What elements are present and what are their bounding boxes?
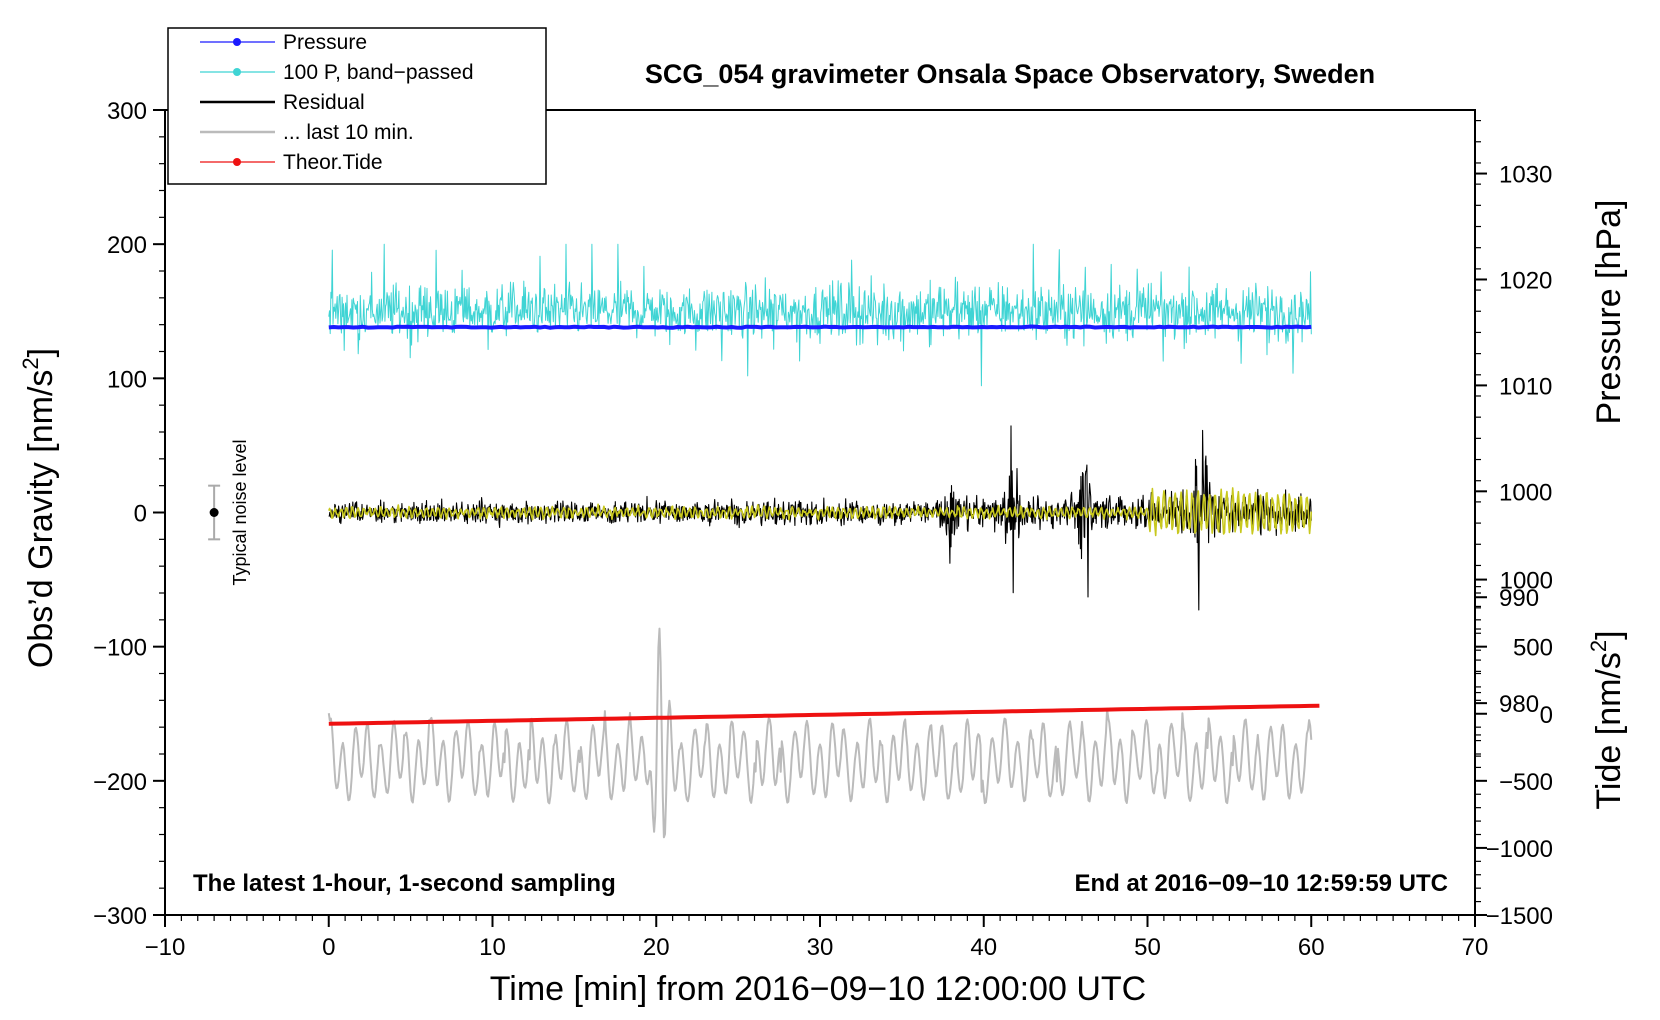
legend-label: 100 P, band−passed: [283, 61, 474, 84]
series-theor-tide: [328, 703, 1320, 726]
x-tick-label: 0: [322, 934, 335, 961]
x-tick-label: 70: [1462, 934, 1489, 961]
y-tick-label: −100: [93, 635, 147, 662]
x-tick-label: 60: [1298, 934, 1325, 961]
legend-label: ... last 10 min.: [283, 121, 414, 144]
pressure-tick-label: 1030: [1499, 162, 1552, 189]
tide-tick-label: 1000: [1500, 568, 1553, 595]
y-tick-label: −300: [93, 903, 147, 930]
x-tick-label: 20: [643, 934, 670, 961]
legend: Pressure 100 P, band−passed Residual ... la…: [167, 27, 547, 185]
y-tick-label: 200: [107, 232, 147, 259]
legend-marker: [233, 158, 241, 166]
plot-frame: [164, 109, 1476, 916]
annotation-right: End at 2016−09−10 12:59:59 UTC: [1074, 870, 1448, 897]
annotation-left: The latest 1-hour, 1-second sampling: [193, 870, 616, 897]
legend-marker: [233, 68, 241, 76]
y-tick-label: 0: [134, 501, 147, 528]
legend-marker: [233, 38, 241, 46]
pressure-tick-label: 1010: [1499, 373, 1552, 400]
noise-label: Typical noise level: [230, 439, 250, 585]
noise-level-marker: Typical noise level: [208, 439, 250, 586]
x-tick-label: −10: [145, 934, 186, 961]
tide-tick-label: 500: [1513, 635, 1553, 662]
series-band-passed-pressure: [328, 243, 1312, 387]
y-axis-label-pressure: Pressure [hPa]: [1590, 200, 1628, 425]
tick-marks: −10 0 10 20 30 40 50 60 703002001000−100−200−300…: [93, 98, 1553, 961]
pressure-tick-label: 1000: [1499, 479, 1552, 506]
y-axis-label-tide: Tide [nm/s2]: [1586, 630, 1628, 809]
series-layer: [327, 243, 1320, 839]
x-tick-label: 10: [479, 934, 506, 961]
series-residual: [328, 425, 1312, 611]
tide-tick-label: −1000: [1486, 836, 1553, 863]
chart-title: SCG_054 gravimeter Onsala Space Observat…: [645, 59, 1375, 89]
y-tick-label: −200: [93, 769, 147, 796]
x-tick-label: 50: [1134, 934, 1161, 961]
tide-tick-label: −500: [1499, 769, 1553, 796]
noise-dot: [209, 508, 219, 517]
legend-label: Pressure: [283, 31, 367, 54]
y-tick-label: 100: [107, 366, 147, 393]
series-residual-band-passed: [328, 487, 1313, 537]
pressure-tick-label: 980: [1499, 691, 1539, 718]
tide-tick-label: 0: [1540, 702, 1553, 729]
x-axis-label: Time [min] from 2016−09−10 12:00:00 UTC: [490, 970, 1146, 1008]
pressure-tick-label: 990: [1499, 585, 1539, 612]
legend-label: Residual: [283, 91, 365, 114]
y-axis-label-left: Obs’d Gravity [nm/s2]: [18, 348, 60, 668]
legend-box: [167, 27, 547, 185]
series-last-10-min: [327, 627, 1313, 839]
series-pressure: [328, 324, 1312, 330]
x-tick-label: 40: [970, 934, 997, 961]
tide-tick-label: −1500: [1486, 903, 1553, 930]
legend-label: Theor.Tide: [283, 151, 383, 174]
y-tick-label: 300: [107, 98, 147, 125]
pressure-tick-label: 1020: [1499, 267, 1552, 294]
x-tick-label: 30: [807, 934, 834, 961]
